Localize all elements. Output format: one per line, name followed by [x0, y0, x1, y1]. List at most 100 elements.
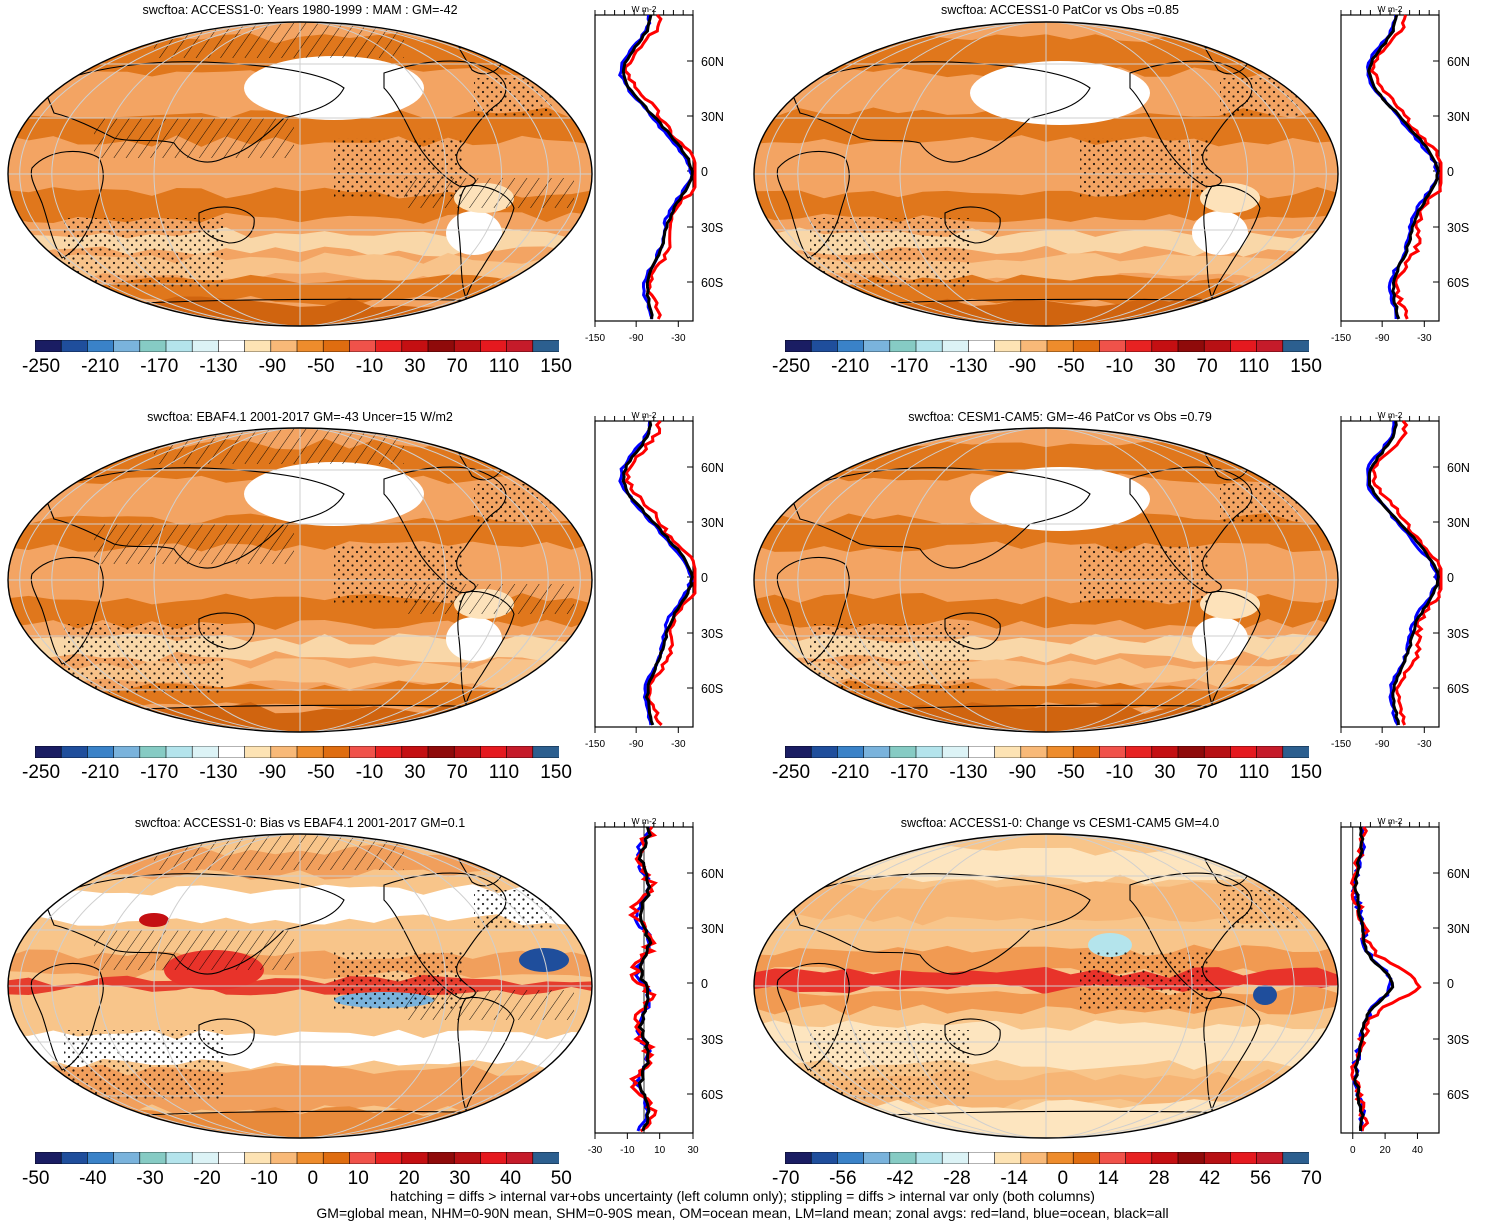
profile-lat-label: 0	[1447, 977, 1454, 991]
profile-x-label: -90	[1375, 739, 1390, 750]
colorbar-tick-label: 110	[488, 356, 520, 377]
profile-series-line	[623, 419, 697, 727]
profile-lat-label: 0	[701, 571, 708, 585]
map-outline	[753, 833, 1339, 1139]
stippling	[474, 78, 554, 118]
profile-series-line	[637, 826, 653, 1132]
colorbar-labels: -50 -40 -30 -20 -10 0 10 20 30 40 50	[22, 1168, 572, 1190]
colorbar-swatch	[1099, 340, 1127, 352]
colorbar-tick-label: 0	[1057, 1168, 1069, 1189]
colorbar-swatch	[1230, 1152, 1258, 1164]
colorbar-swatch	[1177, 340, 1206, 352]
colorbar-swatch	[1020, 340, 1048, 352]
colorbar-tick-label: -130	[199, 356, 238, 377]
colorbar-swatch	[1072, 1152, 1101, 1164]
stippling	[1080, 544, 1210, 604]
colorbar-swatch	[785, 340, 813, 352]
colorbar-swatch	[270, 340, 298, 352]
colorbar-tick-label: -130	[949, 356, 988, 377]
profile-x-label: -150	[1331, 333, 1351, 344]
colorbar-swatch	[453, 746, 482, 758]
field-contour	[970, 467, 1150, 531]
colorbar-swatch	[322, 746, 351, 758]
profile-lat-label: 0	[1447, 571, 1454, 585]
profile-lat-label: 60N	[1447, 867, 1470, 881]
colorbar-tick-label: -50	[1057, 356, 1085, 377]
profile-unit-label: W m-2	[1377, 4, 1402, 14]
colorbar-tick-label: -20	[193, 1168, 221, 1189]
profile-lat-label: 30N	[1447, 516, 1470, 530]
profile-lat-label: 60N	[701, 461, 724, 475]
profile-lat-label: 0	[701, 165, 708, 179]
colorbar-swatch	[1203, 746, 1232, 758]
colorbar-swatch	[60, 1152, 89, 1164]
colorbar-swatch	[296, 746, 325, 758]
zonal-profile: W m-2 60N 30N 0 30S 60S 0 20 40	[1340, 816, 1470, 1156]
colorbar-tick-label: 40	[499, 1168, 522, 1189]
colorbar-tick-label: 28	[1148, 1168, 1170, 1189]
colorbar-swatch	[1125, 340, 1153, 352]
colorbar-tick-label: -170	[890, 356, 929, 377]
colorbar-swatch	[401, 746, 429, 758]
colorbar-tick-label: 110	[488, 762, 520, 783]
map-panel	[753, 833, 1339, 1139]
colorbar-swatch	[453, 340, 482, 352]
map-panel	[7, 427, 593, 733]
map-panel	[7, 21, 593, 327]
zonal-profile: W m-2 60N 30N 0 30S 60S -30 -10 10 30	[588, 816, 724, 1156]
profile-lat-label: 30S	[701, 627, 723, 641]
profile-lat-label: 30S	[1447, 1033, 1469, 1047]
profile-frame	[594, 420, 694, 728]
field-contour	[1192, 617, 1248, 661]
profile-series-line	[1369, 14, 1443, 320]
hatching	[94, 118, 294, 158]
profile-series-line	[1367, 420, 1440, 726]
profile-lat-label: 60N	[1447, 461, 1470, 475]
colorbar-tick-label: -10	[1105, 762, 1134, 783]
colorbar-swatch	[349, 746, 377, 758]
field-contour	[1200, 589, 1260, 619]
colorbar-swatch	[889, 1152, 917, 1164]
colorbar-tick-label: 150	[540, 356, 572, 377]
colorbar-swatch	[191, 340, 220, 352]
colorbar-tick-label: -10	[355, 762, 384, 783]
colorbar-swatch	[1282, 340, 1309, 352]
colorbar-swatch	[218, 1152, 246, 1164]
profile-series-line	[1370, 420, 1443, 726]
colorbar-swatch	[401, 1152, 429, 1164]
colorbar-tick-label: -170	[890, 762, 929, 783]
zonal-profile: W m-2 60N 30N 0 30S 60S -150 -90 -30	[1331, 4, 1470, 344]
colorbar-swatch	[532, 340, 559, 352]
map-panel	[7, 833, 593, 1139]
colorbar-swatch	[1125, 746, 1153, 758]
colorbar-tick-label: 70	[1300, 1168, 1322, 1189]
colorbar-swatch	[1151, 746, 1179, 758]
colorbar-tick-label: -10	[355, 356, 384, 377]
colorbar-tick-label: -42	[886, 1168, 914, 1189]
colorbar-swatch	[968, 746, 996, 758]
field-contour	[1192, 211, 1248, 255]
stippling	[474, 484, 554, 524]
profile-x-label: -90	[1375, 333, 1390, 344]
colorbar-tick-label: -90	[1008, 356, 1037, 377]
colorbar-swatch	[1099, 1152, 1127, 1164]
footnote-line1: hatching = diffs > internal var+obs unce…	[390, 1188, 1095, 1204]
colorbar-tick-label: 110	[1238, 356, 1270, 377]
colorbar-tick-label: -170	[140, 356, 179, 377]
colorbar-swatch	[863, 340, 891, 352]
colorbar	[35, 746, 559, 758]
colorbar-swatch	[218, 340, 246, 352]
profile-x-label: -150	[585, 333, 605, 344]
stippling	[1220, 890, 1300, 930]
colorbar-swatch	[1046, 746, 1075, 758]
colorbar-swatch	[994, 1152, 1022, 1164]
field-contour	[1253, 985, 1277, 1005]
profile-lat-label: 30N	[701, 922, 724, 936]
profile-x-label: 0	[1350, 1145, 1356, 1156]
panel-title: swcftoa: EBAF4.1 2001-2017 GM=-43 Uncer=…	[147, 410, 453, 424]
colorbar-swatch	[480, 340, 508, 352]
profile-unit-label: W m-2	[631, 410, 656, 420]
colorbar-swatch	[532, 1152, 559, 1164]
colorbar-swatch	[785, 746, 813, 758]
colorbar-swatch	[1256, 340, 1284, 352]
